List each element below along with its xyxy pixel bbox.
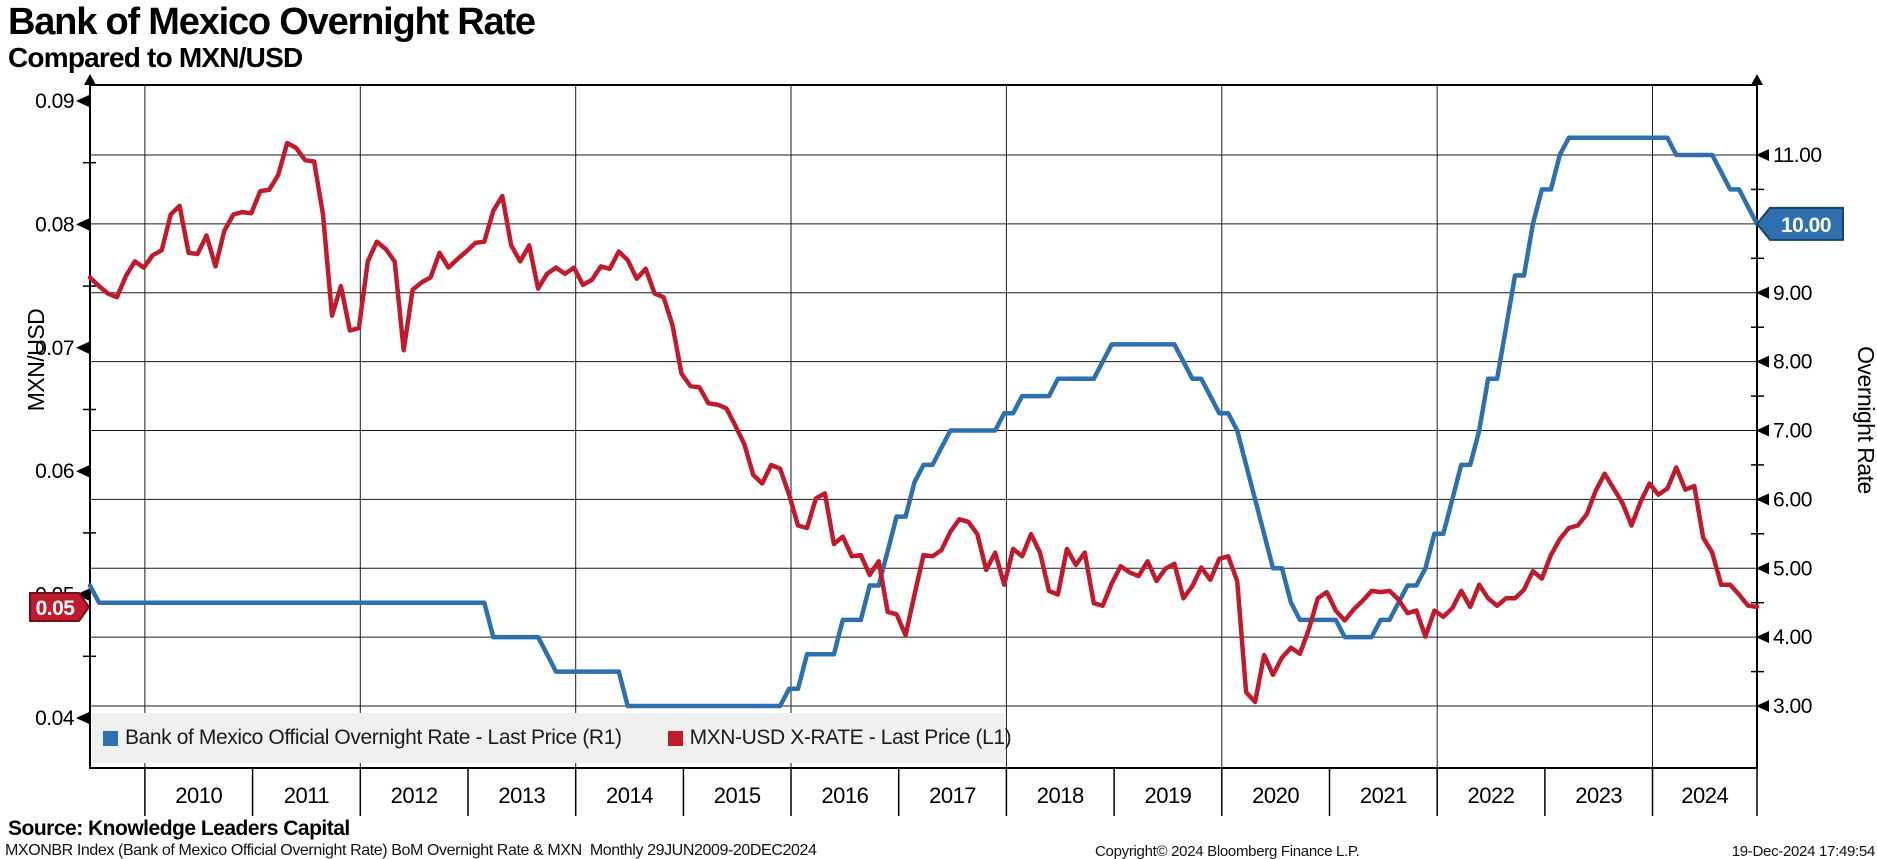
right-axis-tick-label: 6.00 [1773,488,1812,511]
right-axis-tick-arrow-icon [1756,424,1769,437]
left-axis-tick-label: 0.07 [35,337,74,360]
x-axis-year-label: 2023 [1575,783,1622,808]
last-price-badge-mxn-usd [29,591,91,622]
last-price-badge-label: 0.05 [36,597,76,620]
footer-timestamp: 19-Dec-2024 17:49:54 [1731,843,1876,859]
left-axis-tick-label: 0.06 [35,460,74,483]
legend-swatch-blue-icon [103,730,118,746]
axis-top-arrow-icon [1751,74,1763,85]
right-axis-tick-label: 9.00 [1773,282,1812,305]
right-axis-title: Overnight Rate [1853,346,1877,494]
right-axis-tick-label: 8.00 [1773,351,1812,374]
x-axis-year-label: 2021 [1360,783,1407,808]
x-axis-year-label: 2013 [498,783,545,808]
left-axis-tick-arrow-icon [76,465,89,478]
right-axis-tick-arrow-icon [1756,562,1769,575]
left-axis-tick-arrow-icon [76,95,89,107]
x-axis-year-label: 2019 [1144,783,1191,808]
left-axis-tick-label: 0.04 [35,707,75,730]
footer-copyright: Copyright© 2024 Bloomberg Finance L.P. [1095,843,1360,859]
last-price-badge-overnight-rate [1755,206,1844,241]
x-axis-year-label: 2020 [1252,783,1299,808]
right-axis-tick-arrow-icon [1756,631,1769,644]
source-line: Source: Knowledge Leaders Capital [8,817,350,840]
left-axis-tick-arrow-icon [76,712,89,724]
left-axis-tick-label: 0.08 [35,213,74,236]
left-axis-tick-arrow-icon [76,218,89,231]
left-axis-title: MXN/USD [23,309,49,412]
series-line-overnight-rate [87,135,1760,709]
page-title: Bank of Mexico Overnight Rate [8,1,536,43]
x-axis-year-label: 2022 [1468,783,1515,808]
right-axis-tick-label: 4.00 [1773,626,1812,649]
x-axis-year-label: 2018 [1037,783,1084,808]
right-axis-tick-arrow-icon [1756,493,1769,506]
chart-legend: Bank of Mexico Official Overnight Rate -… [92,713,1012,763]
legend-item-overnight-rate[interactable]: Bank of Mexico Official Overnight Rate -… [103,726,622,750]
x-axis-year-label: 2010 [175,783,222,808]
legend-item-mxn-usd[interactable]: MXN-USD X-RATE - Last Price (L1) [667,726,1012,750]
series-line-mxn-usd [87,140,1760,705]
right-axis-tick-arrow-icon [1756,286,1769,299]
x-axis-year-label: 2024 [1681,783,1728,808]
legend-swatch-red-icon [667,730,683,746]
last-price-badge-label: 10.00 [1781,214,1831,237]
left-axis-tick-arrow-icon [76,588,89,601]
axis-top-arrow-icon [84,74,96,85]
left-axis-tick-arrow-icon [76,341,89,354]
right-axis-tick-arrow-icon [1756,149,1769,161]
x-axis-year-label: 2012 [391,783,438,808]
right-axis-tick-label: 7.00 [1773,420,1812,443]
plot-border [89,84,1758,769]
right-axis-tick-label: 3.00 [1773,695,1812,718]
x-axis-year-label: 2016 [821,783,868,808]
page-subtitle: Compared to MXN/USD [8,42,303,73]
right-axis-tick-label: 11.00 [1773,144,1822,167]
right-axis-tick-arrow-icon [1756,700,1769,712]
legend-label-mxn-usd: MXN-USD X-RATE - Last Price (L1) [689,726,1012,749]
x-axis-year-label: 2014 [606,783,653,808]
right-axis-tick-label: 5.00 [1773,557,1812,580]
footer-description: MXONBR Index (Bank of Mexico Official Ov… [5,842,817,859]
right-axis-tick-arrow-icon [1756,355,1769,368]
x-axis-year-label: 2017 [929,783,976,808]
x-axis-year-label: 2015 [714,783,761,808]
x-axis-year-label: 2011 [284,783,330,808]
legend-label-overnight-rate: Bank of Mexico Official Overnight Rate -… [125,726,622,749]
left-axis-tick-label: 0.09 [35,90,74,113]
